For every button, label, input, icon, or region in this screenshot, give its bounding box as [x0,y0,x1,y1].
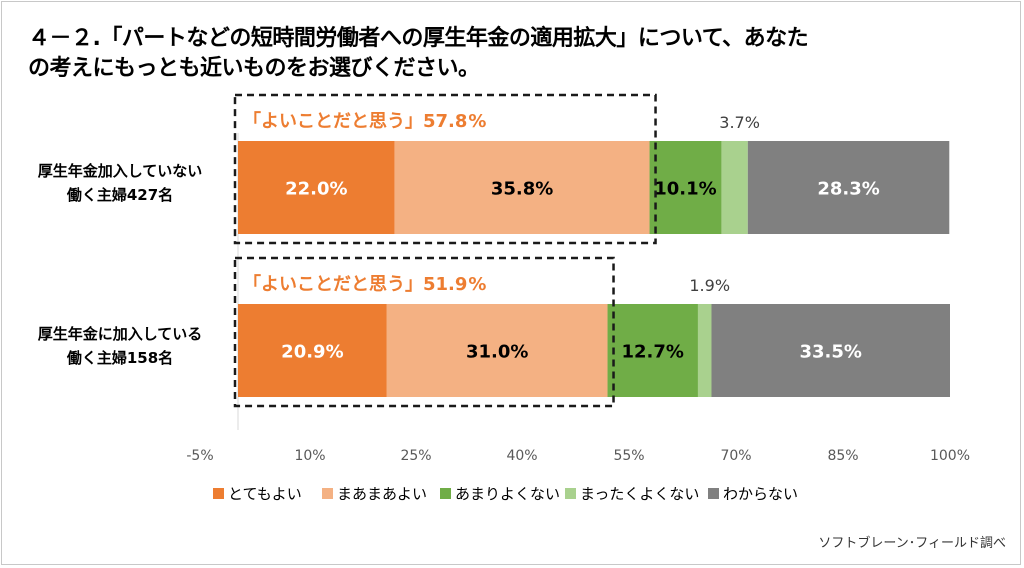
category-label: 働く主婦158名 [66,349,173,367]
x-tick-label: 100% [930,448,970,464]
x-tick-label: 25% [400,448,431,464]
legend-label: とてもよい [228,485,302,503]
legend-label: あまりよくない [455,485,560,503]
legend-swatch [440,488,451,499]
annotation-label: 「よいことだと思う」51.9 [243,273,467,295]
segment-label: 10.1% [654,179,716,200]
bar-segment [238,141,395,234]
chart-title-line1: ４－２.「パートなどの短時間労働者への厚生年金の適用拡大」について、あなた [28,26,809,51]
source-note: ソフトブレーン･フィールド調べ [818,536,1006,551]
segment-label: 31.0% [466,342,528,363]
annotation-percent: % [468,274,486,295]
bar-segment [607,304,698,397]
annotation-box [233,93,657,245]
category-label: 厚生年金加入していない [38,162,203,180]
segment-label: 28.3% [817,179,879,200]
x-tick-label: 40% [506,448,537,464]
category-label: 働く主婦427名 [66,186,173,204]
legend-swatch [213,488,224,499]
segment-label: 22.0% [285,179,347,200]
segment-label: 12.7% [622,342,684,363]
legend-label: まったくよくない [580,485,699,503]
segment-label: 35.8% [491,179,553,200]
legend-swatch [565,488,576,499]
bar-segment [697,304,712,397]
bar-segment [711,304,950,397]
legend-label: わからない [723,485,798,503]
bar-segment [721,141,748,234]
segment-label: 1.9% [689,276,730,295]
x-tick-label: 55% [613,448,644,464]
segment-label: 20.9% [281,342,343,363]
x-tick-label: 85% [827,448,858,464]
legend-swatch [708,488,719,499]
segment-label: 3.7% [719,113,760,132]
bar-segment [386,304,608,397]
segment-label: 33.5% [800,342,862,363]
legend-label: まあまあよい [337,485,427,503]
annotation-percent: % [468,111,486,132]
bar-segment [394,141,650,234]
legend-swatch [322,488,333,499]
category-label: 厚生年金に加入している [38,325,203,343]
x-tick-label: -5% [186,448,213,464]
bar-segment [747,141,950,234]
bar-segment [238,304,387,397]
chart-title-line2: の考えにもっとも近いものをお選びください。 [28,56,480,81]
x-tick-label: 10% [294,448,325,464]
bar-segment [649,141,722,234]
annotation-label: 「よいことだと思う」57.8 [243,110,467,132]
x-tick-label: 70% [720,448,751,464]
